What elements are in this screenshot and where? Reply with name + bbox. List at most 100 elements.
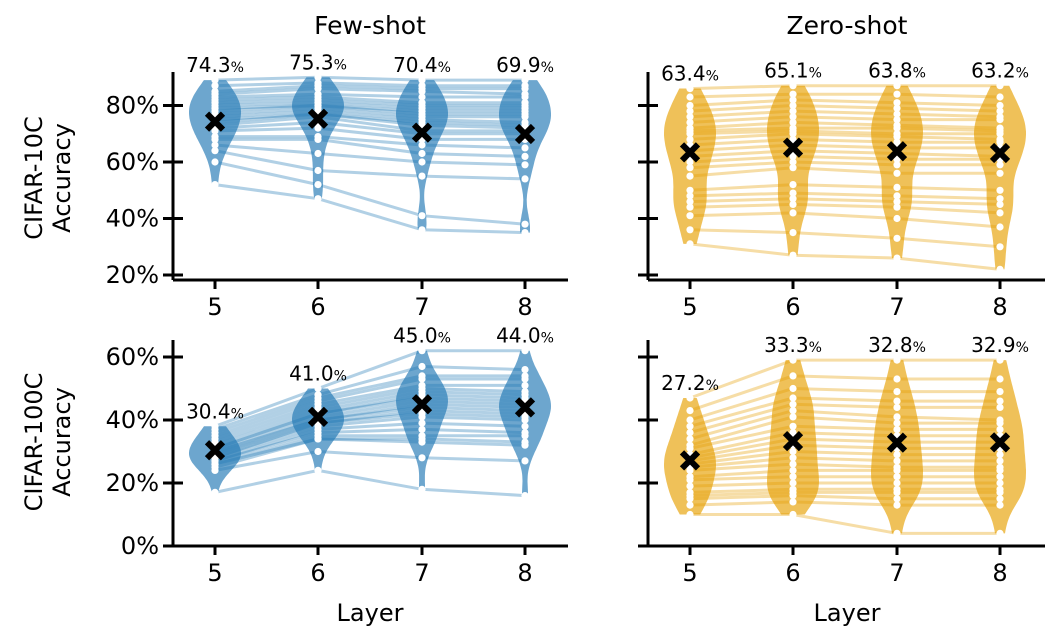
data-point bbox=[996, 200, 1004, 208]
x-tick-label-7: 7 bbox=[414, 293, 429, 321]
data-point bbox=[789, 164, 797, 172]
data-point bbox=[418, 413, 426, 421]
data-point bbox=[521, 161, 529, 169]
trace-line bbox=[214, 427, 526, 463]
x-tick-label-8: 8 bbox=[517, 293, 532, 321]
data-point bbox=[789, 101, 797, 110]
data-point bbox=[686, 158, 694, 166]
data-point bbox=[521, 422, 529, 430]
data-point bbox=[418, 149, 426, 158]
data-point bbox=[686, 226, 694, 234]
data-point bbox=[789, 422, 797, 430]
data-point bbox=[521, 432, 529, 440]
data-point bbox=[996, 82, 1004, 90]
x-tick-label-8: 8 bbox=[992, 293, 1007, 321]
mean-marker-layer-8 bbox=[989, 142, 1011, 164]
mean-marker-layer-8 bbox=[514, 397, 536, 418]
data-point bbox=[789, 200, 797, 208]
data-point bbox=[789, 384, 797, 393]
data-point bbox=[893, 397, 901, 405]
data-point bbox=[893, 116, 901, 124]
data-point bbox=[996, 169, 1004, 177]
data-point bbox=[893, 457, 901, 465]
data-point bbox=[996, 375, 1004, 383]
data-point bbox=[521, 144, 529, 152]
data-point bbox=[521, 347, 529, 355]
data-point bbox=[893, 99, 901, 107]
data-point bbox=[686, 444, 694, 452]
panel-cifar10c-fewshot: 74.3% 75.3% 70.4% 69.9% 20% 40% 60% 80% 5 6 7 8 bbox=[106, 50, 568, 321]
data-point bbox=[893, 388, 901, 396]
data-point bbox=[893, 155, 901, 163]
data-point bbox=[893, 234, 901, 242]
data-point bbox=[686, 101, 694, 110]
mean-x-stroke-b bbox=[204, 111, 226, 132]
data-point bbox=[314, 135, 322, 143]
mean-x-stroke-b bbox=[411, 122, 433, 143]
data-point bbox=[418, 172, 426, 180]
mean-label-layer-6: 75.3% bbox=[289, 50, 347, 74]
trace-line bbox=[214, 98, 525, 107]
trace-line bbox=[214, 415, 526, 460]
data-point bbox=[314, 166, 322, 175]
data-point bbox=[314, 149, 322, 158]
data-point bbox=[418, 87, 426, 95]
data-point bbox=[686, 93, 694, 101]
trace-line bbox=[689, 202, 1001, 215]
data-point bbox=[789, 394, 797, 402]
trace-line bbox=[214, 449, 526, 472]
data-point bbox=[521, 76, 529, 84]
trace-line bbox=[689, 456, 1000, 469]
trace-line bbox=[214, 115, 525, 133]
data-point bbox=[211, 141, 219, 149]
x-tick-label-7: 7 bbox=[889, 559, 904, 587]
data-point bbox=[996, 223, 1004, 231]
mean-label-layer-7: 70.4% bbox=[393, 53, 451, 77]
y-tick-label: 20% bbox=[106, 261, 159, 289]
data-point bbox=[789, 510, 797, 519]
data-point bbox=[314, 384, 322, 393]
data-point bbox=[686, 107, 694, 115]
data-point bbox=[893, 419, 901, 427]
data-point bbox=[789, 447, 797, 456]
trace-line bbox=[689, 154, 1000, 164]
mean-marker-layer-7 bbox=[411, 394, 433, 415]
cifar10c-row-label: CIFAR-10C Accuracy bbox=[20, 116, 76, 240]
data-point bbox=[996, 479, 1004, 487]
data-point bbox=[418, 419, 426, 427]
data-point bbox=[996, 495, 1004, 503]
trace-line bbox=[214, 383, 525, 441]
data-point bbox=[789, 152, 797, 160]
data-point bbox=[418, 375, 426, 383]
data-point bbox=[211, 158, 219, 166]
data-point bbox=[789, 498, 797, 506]
trace-line bbox=[689, 211, 1001, 229]
mean-x-stroke-b bbox=[411, 394, 433, 415]
data-point bbox=[789, 466, 797, 474]
cifar10c-row-label-line1: CIFAR-10C bbox=[20, 116, 48, 240]
trace-line bbox=[214, 126, 525, 141]
panel-cifar100c-fewshot: 30.4% 41.0% 45.0% 44.0% 0% 20% 40% 60% 5 6 7 8 bbox=[106, 324, 568, 587]
data-point bbox=[996, 356, 1004, 364]
trace-line bbox=[689, 183, 1001, 192]
mean-label-layer-5: 63.4% bbox=[661, 62, 719, 86]
data-point bbox=[893, 495, 901, 503]
data-point bbox=[211, 82, 219, 90]
data-point bbox=[789, 356, 797, 364]
data-point bbox=[418, 226, 426, 234]
data-point bbox=[893, 529, 901, 538]
cifar100c-row-label: CIFAR-100C Accuracy bbox=[20, 373, 76, 512]
trace-line bbox=[214, 396, 526, 450]
x-tick-label-8: 8 bbox=[517, 559, 532, 587]
data-point bbox=[893, 451, 901, 459]
x-tick-label-5: 5 bbox=[207, 559, 222, 587]
data-point bbox=[996, 419, 1004, 427]
data-point bbox=[893, 183, 901, 191]
trace-line bbox=[214, 112, 526, 130]
mean-label-layer-7: 63.8% bbox=[868, 59, 926, 83]
data-point bbox=[893, 198, 901, 206]
data-point bbox=[893, 479, 901, 487]
trace-line bbox=[689, 443, 1000, 463]
data-point bbox=[686, 466, 694, 474]
trace-line bbox=[214, 402, 526, 453]
